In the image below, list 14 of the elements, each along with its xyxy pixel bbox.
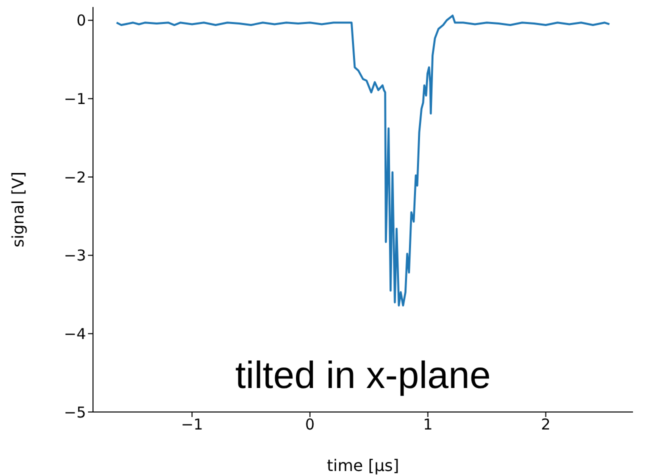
x-axis-title: time [μs]: [326, 456, 400, 475]
y-tick-label: 0: [76, 12, 86, 30]
y-axis-title: signal [V]: [8, 172, 28, 248]
x-tick-label: 0: [305, 416, 315, 434]
x-tick-label: 1: [423, 416, 433, 434]
y-tick-label: −1: [64, 90, 86, 108]
line-series: [116, 14, 610, 306]
y-tick-label: −4: [64, 324, 86, 343]
x-tick-label: 2: [540, 416, 551, 434]
annotation: tilted in x-plane: [234, 355, 492, 398]
x-tick-label: −1: [180, 416, 204, 434]
y-tick-label: −5: [64, 403, 86, 422]
y-tick-label: −3: [64, 246, 86, 265]
y-tick-label: −2: [64, 168, 86, 186]
